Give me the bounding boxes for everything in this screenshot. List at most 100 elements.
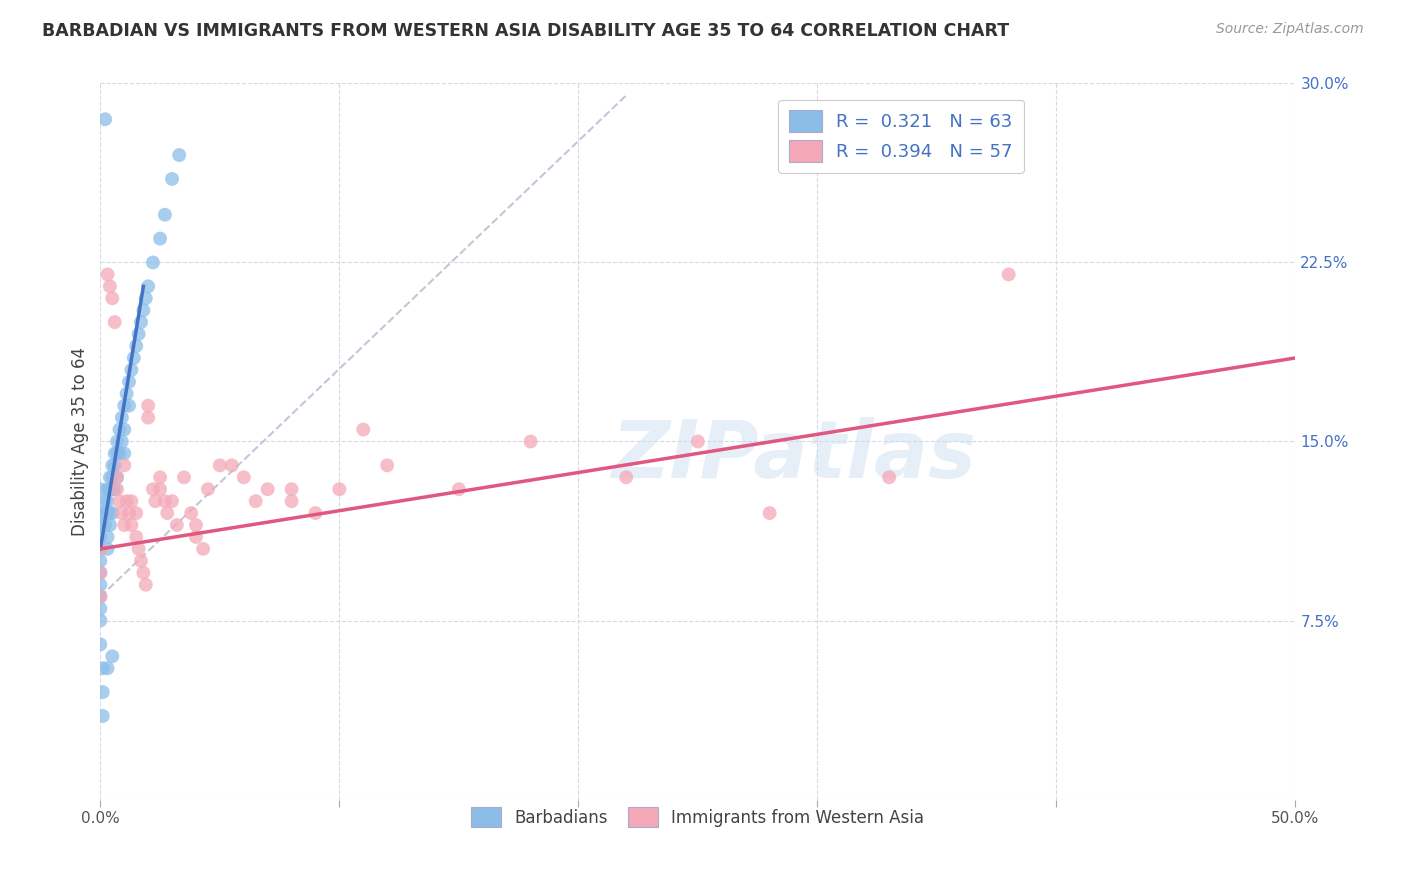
Point (191, 541, 214, 556)
Point (375, 458, 398, 473)
Point (208, 458, 231, 473)
Point (122, 351, 145, 365)
Point (104, 315, 127, 329)
Point (91, 709, 114, 723)
Point (447, 482, 470, 496)
Point (115, 494, 138, 508)
Point (89, 554, 111, 568)
Point (89, 541, 111, 556)
Point (519, 434, 541, 449)
Point (132, 303, 155, 318)
Point (89, 518, 111, 533)
Point (221, 458, 243, 473)
Point (184, 530, 207, 544)
Point (96, 661, 118, 675)
Point (94, 518, 117, 533)
Point (149, 231, 172, 245)
Point (118, 506, 141, 520)
Point (184, 518, 207, 533)
Point (149, 482, 172, 496)
Point (105, 482, 128, 496)
Point (105, 446, 128, 460)
Point (142, 255, 165, 269)
Point (89, 566, 111, 580)
Point (105, 470, 128, 484)
Point (108, 494, 131, 508)
Point (105, 434, 128, 449)
Point (101, 470, 124, 484)
Point (98, 506, 121, 520)
Point (245, 494, 267, 508)
Point (328, 482, 350, 496)
Point (89, 482, 111, 496)
Point (232, 470, 254, 484)
Point (101, 649, 124, 664)
Point (89, 541, 111, 556)
Point (89, 590, 111, 604)
Point (135, 291, 157, 305)
Point (136, 410, 159, 425)
Point (256, 482, 278, 496)
Point (96, 541, 118, 556)
Point (280, 482, 302, 496)
Point (96, 482, 118, 496)
Point (101, 506, 124, 520)
Point (89, 566, 111, 580)
Point (160, 172, 183, 186)
Point (167, 148, 190, 162)
Point (304, 506, 326, 520)
Point (111, 410, 134, 425)
Point (132, 566, 155, 580)
Point (128, 327, 150, 342)
Point (98, 482, 121, 496)
Point (197, 482, 219, 496)
Text: Source: ZipAtlas.com: Source: ZipAtlas.com (1216, 22, 1364, 37)
Point (166, 518, 188, 533)
Point (180, 506, 202, 520)
Point (120, 518, 142, 533)
Point (125, 506, 148, 520)
Point (96, 494, 118, 508)
Point (115, 386, 138, 401)
Point (112, 446, 135, 460)
Point (160, 494, 183, 508)
Point (120, 363, 142, 377)
Point (94, 494, 117, 508)
Point (352, 423, 374, 437)
Point (104, 446, 127, 460)
Point (143, 494, 166, 508)
Text: BARBADIAN VS IMMIGRANTS FROM WESTERN ASIA DISABILITY AGE 35 TO 64 CORRELATION CH: BARBADIAN VS IMMIGRANTS FROM WESTERN ASI… (42, 22, 1010, 40)
Point (135, 577, 157, 591)
Point (112, 518, 135, 533)
Point (136, 279, 159, 293)
Y-axis label: Disability Age 35 to 64: Disability Age 35 to 64 (72, 347, 89, 536)
Point (118, 375, 141, 389)
Text: ZIPatlas: ZIPatlas (612, 417, 976, 495)
Point (89, 506, 111, 520)
Point (89, 601, 111, 615)
Point (153, 208, 176, 222)
Point (614, 470, 637, 484)
Point (149, 470, 172, 484)
Point (129, 554, 152, 568)
Point (686, 434, 709, 449)
Point (129, 315, 152, 329)
Point (112, 423, 135, 437)
Point (91, 661, 114, 675)
Point (98, 279, 121, 293)
Point (111, 434, 134, 449)
Point (89, 614, 111, 628)
Point (877, 470, 900, 484)
Point (111, 506, 134, 520)
Point (112, 458, 135, 473)
Point (101, 482, 124, 496)
Legend: Barbadians, Immigrants from Western Asia: Barbadians, Immigrants from Western Asia (464, 800, 931, 834)
Point (136, 399, 159, 413)
Point (96, 506, 118, 520)
Point (120, 494, 142, 508)
Point (98, 518, 121, 533)
Point (125, 530, 148, 544)
Point (118, 399, 141, 413)
Point (101, 458, 124, 473)
Point (156, 506, 179, 520)
